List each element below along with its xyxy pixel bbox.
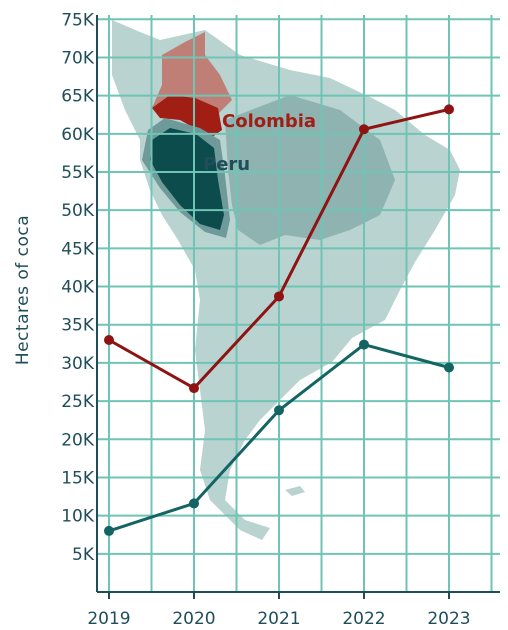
axes <box>96 15 500 599</box>
y-tick-label-15k: 15K <box>61 468 95 488</box>
peru-region <box>150 128 224 230</box>
x-tick-label-2023: 2023 <box>427 609 470 629</box>
colombia-highlight <box>152 95 222 140</box>
series-label-colombia: Colombia <box>222 111 316 132</box>
y-tick-label-75k: 75K <box>61 10 95 30</box>
grid <box>97 15 500 592</box>
x-tick-label-2022: 2022 <box>342 609 385 629</box>
series-label-peru: Peru <box>203 154 250 175</box>
y-tick-label-45k: 45K <box>61 239 95 259</box>
brazil-region <box>225 95 395 245</box>
x-tick-label-2020: 2020 <box>172 609 215 629</box>
falkland-islands <box>285 486 305 496</box>
y-tick-label-60k: 60K <box>61 125 95 145</box>
data-point-colombia-2019 <box>104 335 114 345</box>
y-tick-label-20k: 20K <box>61 430 95 450</box>
data-point-peru-2021 <box>274 405 284 416</box>
data-point-peru-2019 <box>104 525 114 536</box>
y-tick-label-25k: 25K <box>61 392 95 412</box>
y-tick-label-30k: 30K <box>61 354 95 374</box>
x-tick-label-2019: 2019 <box>87 609 130 629</box>
y-tick-label-35k: 35K <box>61 316 95 336</box>
data-point-colombia-2021 <box>274 291 284 302</box>
y-tick-label-70k: 70K <box>61 48 95 68</box>
data-point-peru-2023 <box>444 362 454 373</box>
y-tick-label-55k: 55K <box>61 163 95 183</box>
y-tick-label-10k: 10K <box>61 507 95 527</box>
y-tick-labels: 5K 10K 15K 20K 25K 30K 35K 40K 45K 50K 55K 60K 65K 70… <box>61 10 95 565</box>
data-point-peru-2020 <box>189 498 199 509</box>
data-point-peru-2022 <box>359 339 369 350</box>
series-points <box>104 104 454 536</box>
data-point-colombia-2023 <box>444 104 454 115</box>
data-point-colombia-2022 <box>359 124 369 135</box>
y-axis-label: Hectares of coca <box>13 215 33 365</box>
y-tick-label-50k: 50K <box>61 201 95 221</box>
data-point-colombia-2020 <box>189 383 199 394</box>
y-tick-label-40k: 40K <box>61 278 95 298</box>
x-tick-label-2021: 2021 <box>257 609 300 629</box>
y-tick-label-5k: 5K <box>72 545 95 565</box>
y-tick-label-65k: 65K <box>61 87 95 107</box>
x-tick-labels: 2019 2020 2021 2022 2023 <box>87 609 470 629</box>
